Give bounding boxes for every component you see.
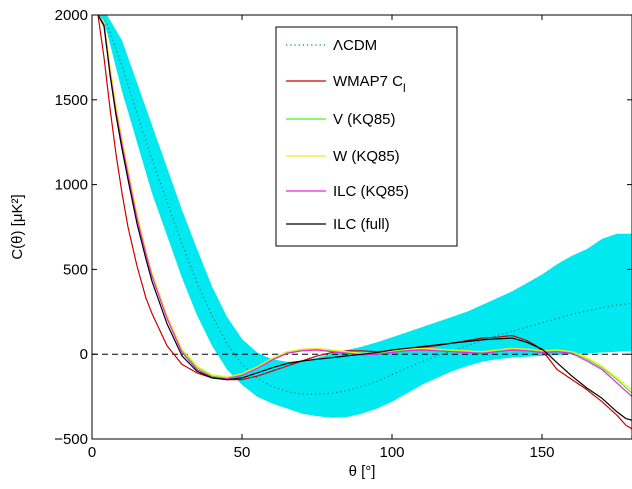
y-tick-label: −500 [54, 431, 88, 448]
legend-label-0: ΛCDM [333, 37, 377, 54]
series-line-4 [97, 15, 632, 398]
series-line-5 [97, 15, 632, 421]
x-tick-label: 0 [88, 444, 96, 461]
series-layer [97, 15, 632, 430]
x-tick-label: 50 [234, 444, 251, 461]
y-tick-label: 0 [80, 346, 88, 363]
x-tick-label: 100 [379, 444, 404, 461]
y-tick-label: 1000 [55, 177, 88, 194]
y-tick-label: 500 [63, 261, 88, 278]
lcdm-variance-band [98, 15, 632, 418]
y-axis-label: C(θ) [μK²] [9, 194, 26, 259]
y-tick-label: 2000 [55, 7, 88, 24]
legend: ΛCDM WMAP7 Cl V (KQ85) W (KQ85) ILC (KQ85) IL… [275, 26, 458, 247]
legend-label-2: V (KQ85) [333, 111, 396, 128]
legend-label-3: W (KQ85) [333, 148, 400, 165]
y-tick-label: 1500 [55, 92, 88, 109]
legend-box [275, 26, 458, 247]
series-line-3 [97, 15, 632, 391]
legend-label-4: ILC (KQ85) [333, 183, 409, 200]
plot-area [92, 15, 632, 430]
legend-items: ΛCDM WMAP7 Cl V (KQ85) W (KQ85) ILC (KQ85) IL… [286, 37, 409, 233]
series-line-1 [97, 15, 632, 430]
x-tick-label: 150 [529, 444, 554, 461]
legend-label-subscript: l [403, 81, 406, 95]
legend-label-1: WMAP7 Cl [333, 73, 406, 95]
x-axis-label: θ [°] [349, 463, 376, 480]
axes-frame [91, 14, 632, 440]
legend-label-5: ILC (full) [333, 216, 390, 233]
